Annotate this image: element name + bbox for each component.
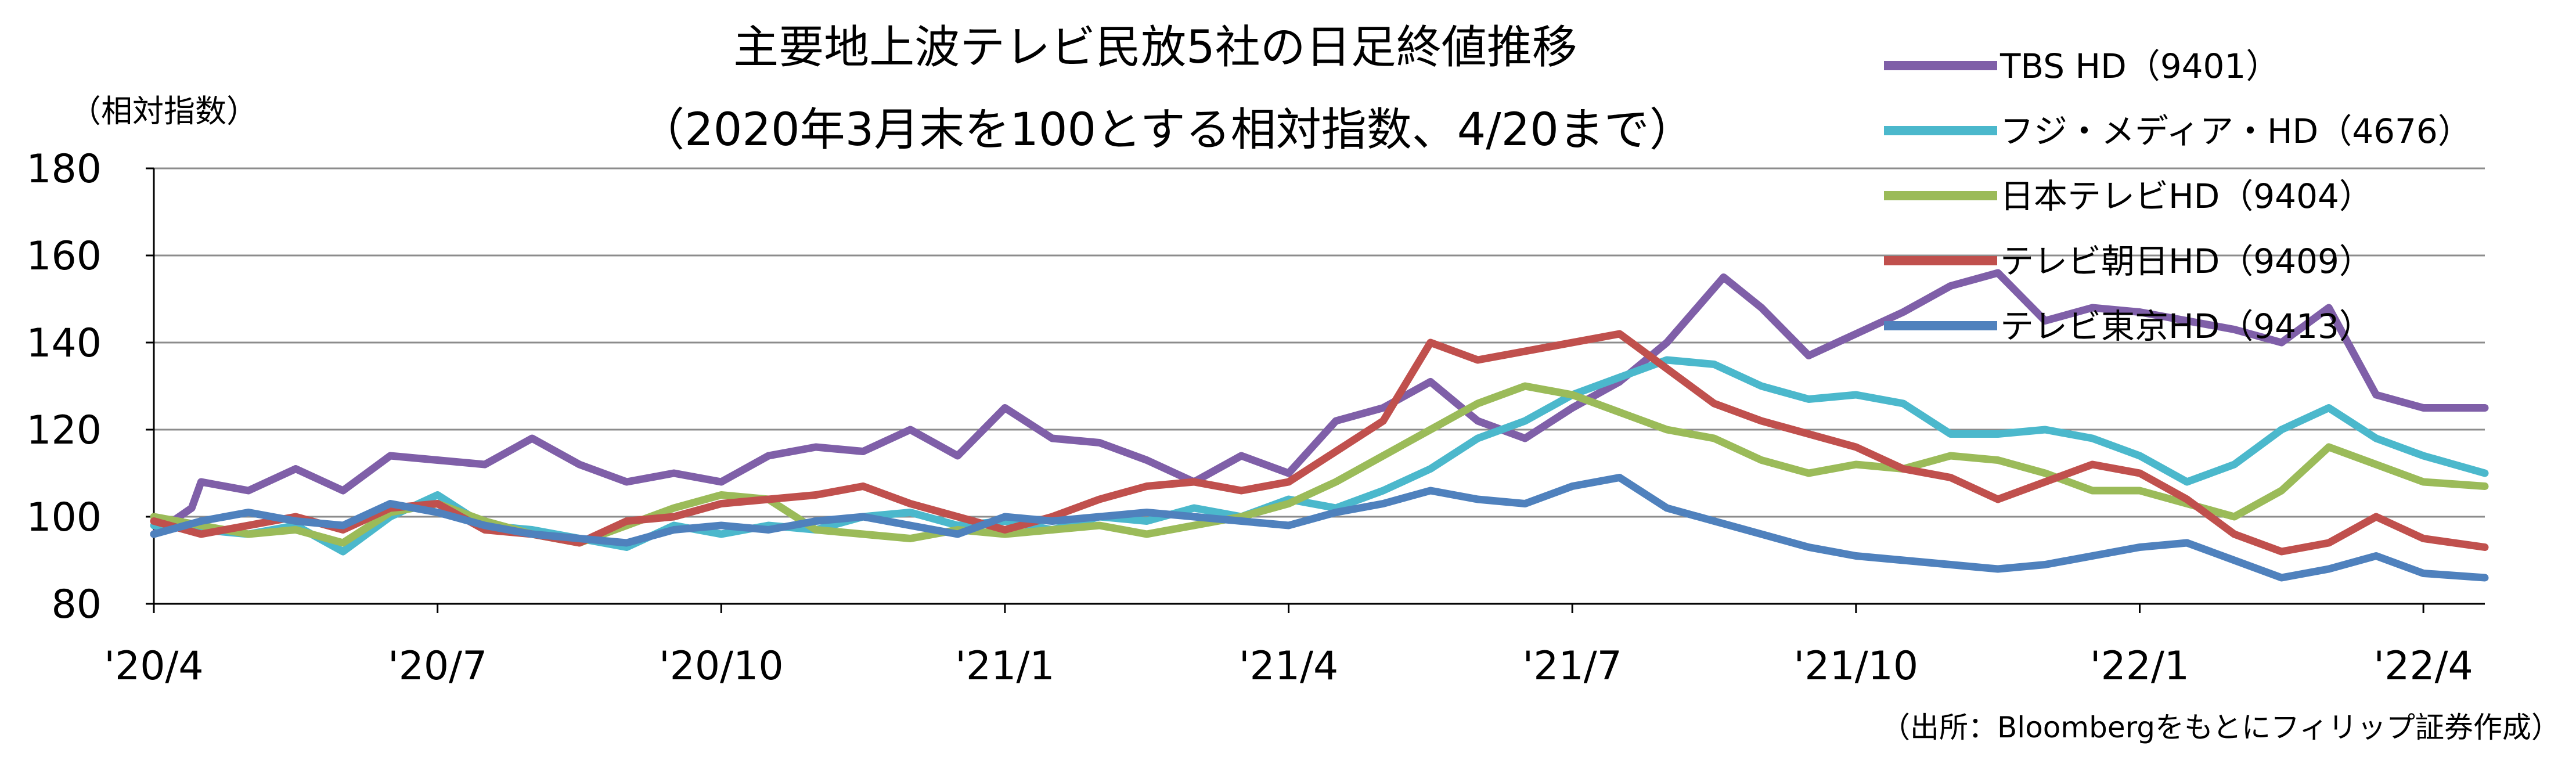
x-tick-label: '20/7: [388, 643, 487, 689]
y-tick-label: 160: [26, 233, 102, 279]
x-tick-label: '22/1: [2090, 643, 2189, 689]
y-axis-label: （相対指数）: [70, 93, 258, 129]
x-tick-label: '20/10: [659, 643, 784, 689]
x-tick-label: '21/10: [1794, 643, 1919, 689]
legend-label: 日本テレビHD（9404）: [2000, 177, 2373, 216]
y-tick-label: 180: [26, 146, 102, 192]
x-tick-label: '22/4: [2373, 643, 2473, 689]
series-line-5: [150, 474, 2489, 582]
series-lines: [150, 269, 2489, 582]
y-tick-label: 80: [51, 582, 102, 628]
x-tick-labels: '20/4 '20/7 '20/10 '21/1 '21/4 '21/7 '21/10 '22…: [104, 604, 2473, 689]
chart-subtitle: （2020年3月末を100とする相対指数、4/20まで）: [639, 104, 1695, 156]
x-tick-label: '21/1: [955, 643, 1054, 689]
x-tick-label: '20/4: [104, 643, 203, 689]
legend: TBS HD（9401） フジ・メディア・HD（4676） 日本テレビHD（9404…: [1884, 46, 2471, 346]
legend-label: フジ・メディア・HD（4676）: [2000, 111, 2471, 151]
y-tick-label: 140: [26, 320, 102, 366]
x-tick-label: '21/7: [1523, 643, 1622, 689]
series-line-1: [150, 269, 2489, 538]
chart-title: 主要地上波テレビ民放5社の日足終値推移: [733, 21, 1577, 74]
legend-label: テレビ朝日HD（9409）: [2000, 242, 2373, 281]
gridlines: [154, 167, 2485, 518]
legend-label: テレビ東京HD（9413）: [2000, 307, 2373, 346]
axes: [153, 168, 2485, 605]
x-tick-label: '21/4: [1239, 643, 1338, 689]
y-tick-labels: 80 100 120 140 160 180: [26, 146, 154, 628]
legend-label: TBS HD（9401）: [1999, 46, 2279, 86]
source-note: （出所：Bloombergをもとにフィリップ証券作成）: [1881, 711, 2560, 744]
y-tick-label: 100: [26, 495, 102, 541]
y-tick-label: 120: [26, 408, 102, 453]
